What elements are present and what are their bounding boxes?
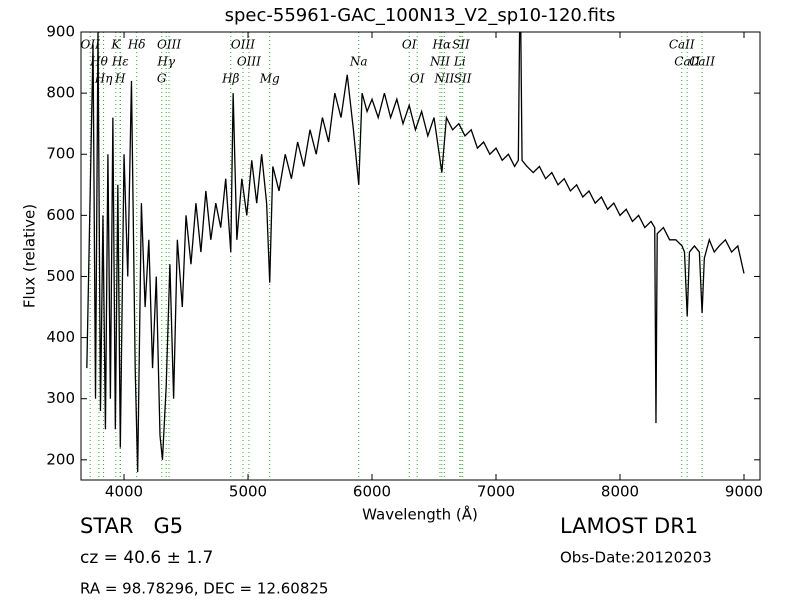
spectral-line-label: NII <box>429 55 450 69</box>
y-tick-label: 300 <box>46 389 75 407</box>
survey: LAMOST DR1 <box>560 514 698 538</box>
spectral-line-label: G <box>157 72 167 86</box>
x-tick-label: 7000 <box>477 483 515 501</box>
spectral-line-label: OIII <box>231 38 255 52</box>
y-tick-label: 900 <box>46 23 75 41</box>
y-tick-label: 600 <box>46 206 75 224</box>
spectral-line-label: Li <box>453 55 466 69</box>
spectral-line-label: Na <box>349 55 368 69</box>
spectral-line-label: H <box>114 72 126 86</box>
y-tick-label: 400 <box>46 328 75 346</box>
spectral-line-label: K <box>110 38 121 52</box>
spectrum-line <box>86 32 745 473</box>
spectral-line-label: CaII <box>669 38 695 52</box>
redshift: cz = 40.6 ± 1.7 <box>80 548 213 568</box>
object-class: STAR G5 <box>80 514 183 538</box>
obs-date: Obs-Date:20120203 <box>560 549 712 567</box>
coordinates: RA = 98.78296, DEC = 12.60825 <box>80 580 328 598</box>
spectral-line-label: Hη <box>94 72 113 86</box>
spectral-line-label: Hε <box>111 55 129 69</box>
spectral-line-label: SII <box>454 72 472 86</box>
spectral-line-label: Hβ <box>221 72 239 86</box>
x-tick-label: 8000 <box>601 483 639 501</box>
spectral-line-label: OII <box>81 38 101 52</box>
spectral-line-label: Mg <box>259 72 280 86</box>
y-tick-label: 700 <box>46 145 75 163</box>
spectral-line-label: Hα <box>432 38 452 52</box>
spectral-line-label: OI <box>402 38 417 52</box>
spectral-line-label: OI <box>410 72 425 86</box>
x-tick-label: 6000 <box>353 483 391 501</box>
spectral-line-label: CaII <box>674 55 700 69</box>
chart-title: spec-55961-GAC_100N13_V2_sp10-120.fits <box>225 5 616 26</box>
spectral-line-label: OIII <box>237 55 261 69</box>
spectral-line-label: CaII <box>689 55 715 69</box>
y-axis-label: Flux (relative) <box>21 204 39 308</box>
spectral-line-label: Hγ <box>156 55 175 69</box>
y-tick-label: 800 <box>46 84 75 102</box>
x-tick-label: 5000 <box>229 483 267 501</box>
spectral-line-label: SII <box>452 38 470 52</box>
spectral-line-label: NII <box>433 72 454 86</box>
spectral-line-label: Hθ <box>89 55 108 69</box>
x-tick-label: 9000 <box>725 483 763 501</box>
y-tick-label: 500 <box>46 267 75 285</box>
y-tick-label: 200 <box>46 450 75 468</box>
spectral-line-label: Hδ <box>127 38 146 52</box>
plot-area <box>86 32 745 480</box>
x-tick-label: 4000 <box>105 483 143 501</box>
spectral-line-label: OIII <box>157 38 181 52</box>
plot-frame <box>80 31 761 481</box>
x-axis-label: Wavelength (Å) <box>362 505 478 524</box>
